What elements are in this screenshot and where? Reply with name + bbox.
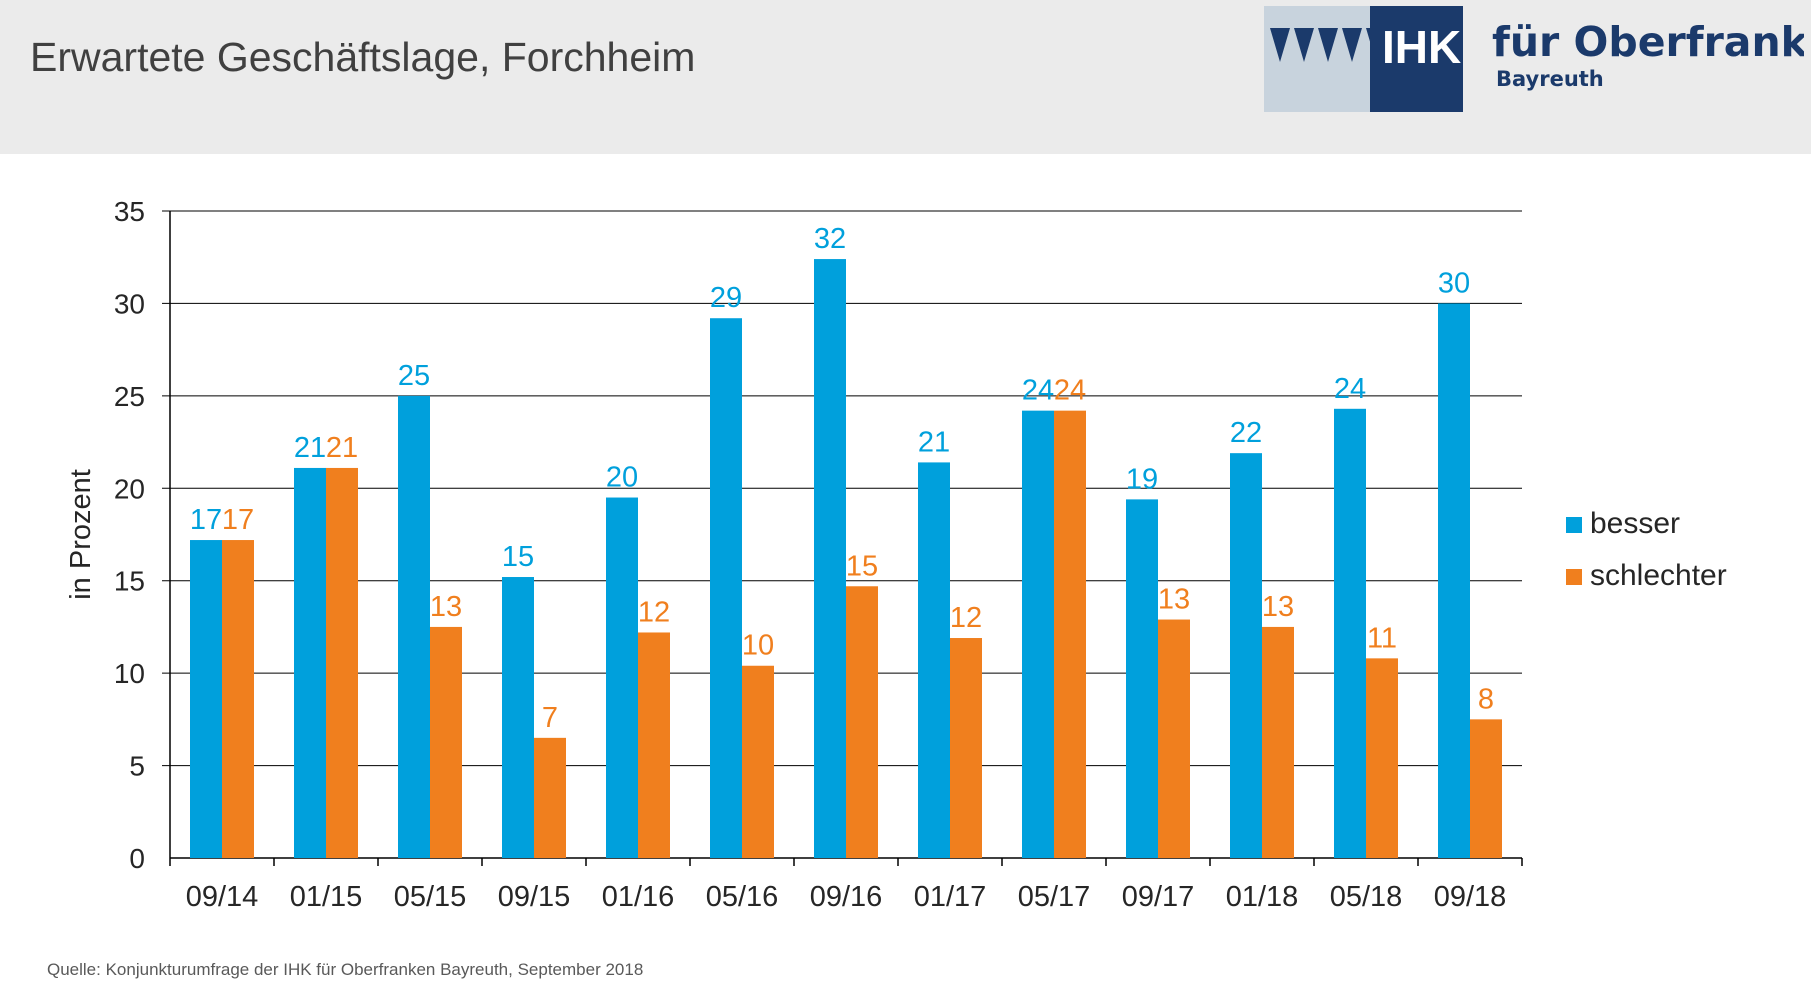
- bar-besser: [1126, 499, 1158, 858]
- data-label-schlechter: 17: [222, 504, 254, 536]
- bar-schlechter: [534, 737, 566, 858]
- bar-besser: [398, 395, 430, 858]
- y-tick-label: 0: [129, 843, 145, 874]
- y-tick-label: 25: [114, 381, 145, 412]
- bar-schlechter: [950, 638, 982, 858]
- bar-schlechter: [1054, 410, 1086, 858]
- data-label-schlechter: 13: [430, 591, 462, 623]
- x-tick-label: 05/18: [1330, 881, 1403, 913]
- data-label-besser: 21: [294, 432, 326, 464]
- bar-chart: 0 5 10 15 20 25 30 35 in Prozent 09/14 17 17 01/15 21…: [65, 196, 1727, 913]
- y-tick-label: 5: [129, 751, 145, 782]
- bar-schlechter: [1470, 719, 1502, 858]
- data-label-schlechter: 11: [1367, 622, 1397, 654]
- x-tick-label: 01/16: [602, 881, 675, 913]
- legend-label-schlechter: schlechter: [1590, 559, 1727, 592]
- bar-schlechter: [846, 586, 878, 858]
- data-label-schlechter: 24: [1054, 375, 1086, 407]
- data-label-besser: 15: [502, 541, 534, 573]
- bar-besser: [1230, 453, 1262, 858]
- y-tick-label: 35: [114, 196, 145, 227]
- bar-schlechter: [222, 540, 254, 858]
- bar-schlechter: [326, 467, 358, 858]
- y-tick-label: 20: [114, 473, 145, 504]
- x-tick-label: 05/15: [394, 881, 467, 913]
- x-tick-label: 09/18: [1434, 881, 1507, 913]
- data-label-besser: 32: [814, 223, 846, 255]
- bar-schlechter: [1366, 658, 1398, 858]
- x-tick-label: 05/16: [706, 881, 779, 913]
- bar-besser: [294, 467, 326, 858]
- bar-schlechter: [638, 632, 670, 858]
- bar-besser: [814, 259, 846, 858]
- y-axis-title: in Prozent: [65, 469, 97, 600]
- data-label-schlechter: 8: [1478, 683, 1494, 715]
- bar-schlechter: [1262, 626, 1294, 858]
- x-tick-label: 09/14: [186, 881, 259, 913]
- ihk-logo: IHK für Oberfranken Bayreuth: [1264, 6, 1804, 112]
- data-label-besser: 19: [1126, 463, 1158, 495]
- data-label-schlechter: 7: [542, 702, 558, 734]
- x-tick-label: 09/17: [1122, 881, 1195, 913]
- page-title: Erwartete Geschäftslage, Forchheim: [30, 34, 696, 80]
- data-label-schlechter: 13: [1158, 584, 1190, 616]
- bar-besser: [1438, 303, 1470, 858]
- data-label-schlechter: 13: [1262, 591, 1294, 623]
- logo-brand: IHK: [1382, 21, 1461, 73]
- x-tick-label: 09/15: [498, 881, 571, 913]
- data-label-schlechter: 10: [742, 630, 774, 662]
- legend-swatch-schlechter: [1566, 569, 1582, 585]
- data-label-schlechter: 21: [326, 432, 358, 464]
- data-label-besser: 29: [710, 282, 742, 314]
- x-tick-label: 01/15: [290, 881, 363, 913]
- data-label-besser: 24: [1334, 373, 1366, 405]
- y-tick-label: 15: [114, 566, 145, 597]
- bar-schlechter: [430, 626, 462, 858]
- x-tick-label: 05/17: [1018, 881, 1091, 913]
- x-tick-label: 01/17: [914, 881, 987, 913]
- bar-schlechter: [1158, 619, 1190, 858]
- data-label-besser: 21: [918, 426, 950, 458]
- logo-city: Bayreuth: [1496, 67, 1604, 91]
- data-label-besser: 22: [1230, 417, 1262, 449]
- header-bar: Erwartete Geschäftslage, Forchheim IHK f…: [0, 0, 1811, 154]
- data-label-besser: 17: [190, 504, 222, 536]
- legend-swatch-besser: [1566, 517, 1582, 533]
- bar-schlechter: [742, 665, 774, 858]
- bar-besser: [190, 540, 222, 858]
- logo-name: für Oberfranken: [1492, 18, 1804, 66]
- x-tick-label: 09/16: [810, 881, 883, 913]
- legend-label-besser: besser: [1590, 507, 1680, 540]
- y-tick-label: 10: [114, 658, 145, 689]
- bar-besser: [502, 577, 534, 858]
- data-label-besser: 30: [1438, 267, 1470, 299]
- data-label-schlechter: 12: [638, 596, 670, 628]
- data-label-besser: 20: [606, 462, 638, 494]
- bar-besser: [606, 497, 638, 858]
- bar-besser: [710, 318, 742, 858]
- bar-besser: [918, 462, 950, 858]
- x-tick-label: 01/18: [1226, 881, 1299, 913]
- data-label-besser: 25: [398, 360, 430, 392]
- data-label-schlechter: 12: [950, 602, 982, 634]
- source-note: Quelle: Konjunkturumfrage der IHK für Ob…: [47, 960, 644, 979]
- data-label-schlechter: 15: [846, 550, 878, 582]
- logo-blue-block: [1370, 6, 1463, 112]
- data-label-besser: 24: [1022, 375, 1054, 407]
- logo-triangles-icon: [1270, 28, 1386, 62]
- bar-besser: [1022, 410, 1054, 858]
- bar-besser: [1334, 408, 1366, 858]
- y-tick-label: 30: [114, 288, 145, 319]
